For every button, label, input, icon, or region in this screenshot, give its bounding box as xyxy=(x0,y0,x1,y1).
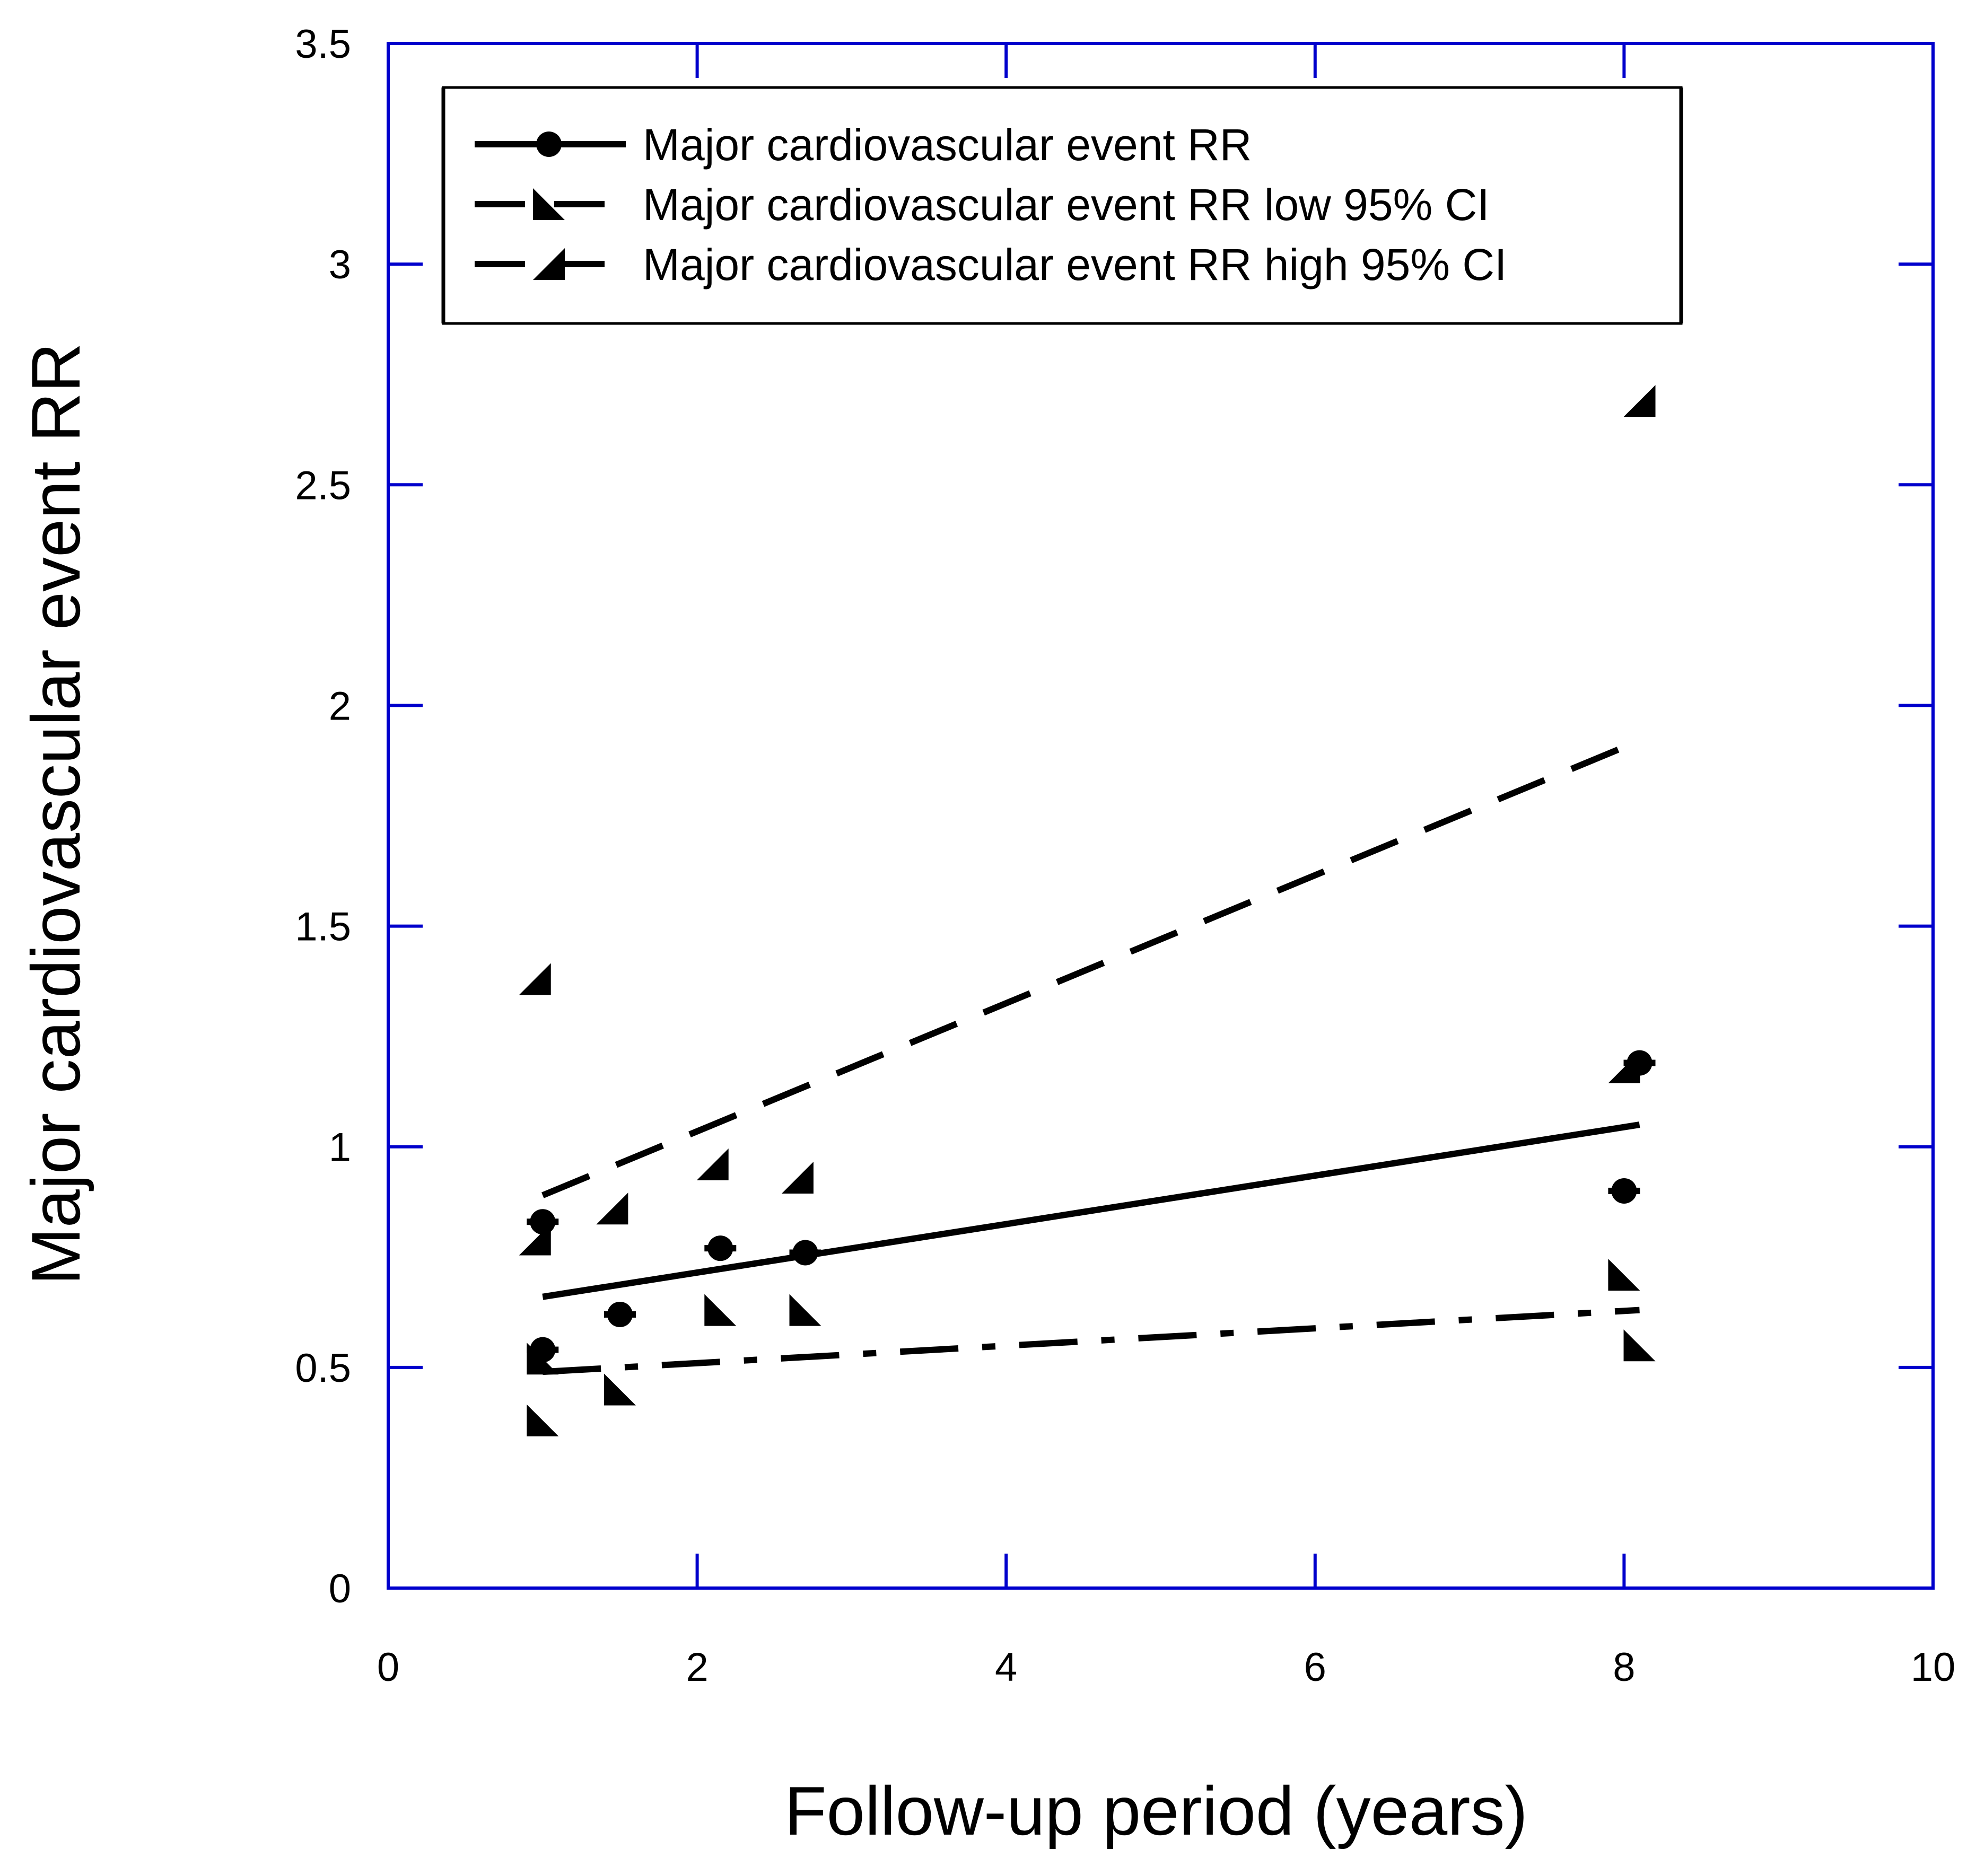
y-tick-label: 3 xyxy=(329,242,351,287)
y-axis-title: Major cardiovascular event RR xyxy=(17,343,94,1285)
legend-label: Major cardiovascular event RR low 95% CI xyxy=(643,180,1490,230)
legend-marker-triangle-low xyxy=(533,188,565,220)
data-point-triangle-low xyxy=(527,1343,559,1375)
data-point-triangle-low xyxy=(704,1294,737,1326)
series-triangle-low xyxy=(527,1259,1656,1436)
data-point-circle-cap xyxy=(789,1249,821,1256)
data-point-circle-cap xyxy=(1608,1187,1640,1194)
data-point-triangle-low xyxy=(789,1294,821,1326)
x-tick-label: 2 xyxy=(686,1645,708,1690)
x-axis-title: Follow-up period (years) xyxy=(784,1772,1528,1849)
axis-layer: 0 2 4 6 8 10 0 0.5 1 1.5 2 2.5 3 3.5 xyxy=(295,22,1955,1690)
plot-frame xyxy=(387,42,1935,1590)
data-point-triangle-high xyxy=(1623,385,1656,417)
x-tick-label: 4 xyxy=(995,1645,1017,1690)
legend-label: Major cardiovascular event RR high 95% C… xyxy=(643,240,1507,290)
legend-marker-circle-cap xyxy=(533,141,565,147)
trend-line-circle xyxy=(542,1121,1640,1300)
y-tick-label: 1 xyxy=(329,1125,351,1170)
legend-box xyxy=(442,86,1683,325)
data-point-triangle-low xyxy=(1608,1259,1640,1291)
data-point-circle-cap xyxy=(527,1218,559,1225)
trend-line-triangle-high xyxy=(541,738,1641,1198)
series-circle xyxy=(527,1050,1656,1363)
data-point-triangle-high xyxy=(781,1161,814,1194)
x-tick-label: 10 xyxy=(1911,1645,1956,1690)
y-tick-label: 0.5 xyxy=(295,1346,351,1391)
legend-marker-triangle-high xyxy=(533,248,565,280)
marks-layer xyxy=(519,385,1656,1436)
data-point-triangle-low xyxy=(1623,1329,1656,1362)
series-triangle-high xyxy=(519,385,1656,1256)
x-tick-label: 6 xyxy=(1304,1645,1326,1690)
y-tick-label: 2 xyxy=(329,683,351,729)
y-tick-label: 1.5 xyxy=(295,905,351,950)
x-tick-label: 8 xyxy=(1613,1645,1635,1690)
data-point-triangle-high xyxy=(519,1223,551,1256)
data-point-triangle-high xyxy=(696,1149,729,1181)
y-tick-label: 2.5 xyxy=(295,463,351,508)
y-tick-label: 0 xyxy=(329,1566,351,1611)
data-point-triangle-high xyxy=(519,963,551,995)
data-point-triangle-high xyxy=(596,1193,628,1225)
data-point-circle-cap xyxy=(704,1245,737,1252)
legend: Major cardiovascular event RR Major cardi… xyxy=(441,86,1683,325)
y-tick-label: 3.5 xyxy=(295,22,351,67)
x-tick-label: 0 xyxy=(377,1645,399,1690)
data-point-triangle-low xyxy=(604,1373,636,1406)
data-point-triangle-high xyxy=(1608,1051,1640,1083)
legend-label: Major cardiovascular event RR xyxy=(643,120,1252,170)
data-point-circle-cap xyxy=(604,1311,636,1318)
data-point-triangle-low xyxy=(527,1404,559,1436)
